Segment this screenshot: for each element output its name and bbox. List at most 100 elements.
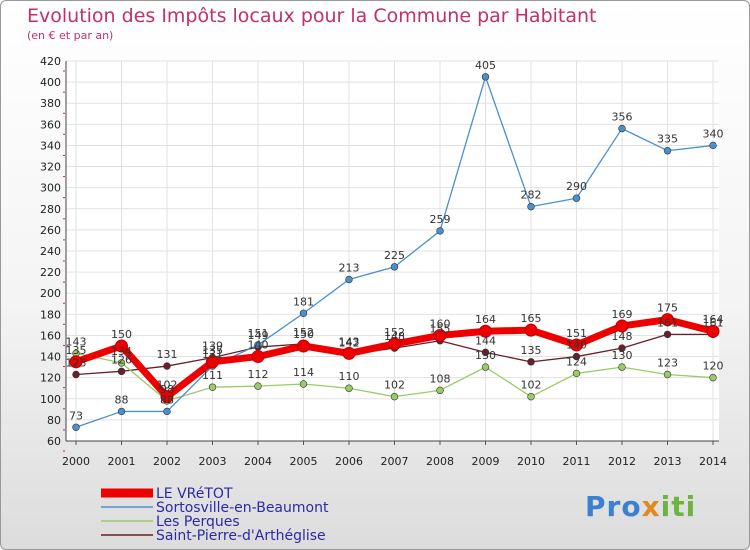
series-le-vr-tot — [69, 313, 720, 404]
y-tick-label: 420 — [40, 55, 61, 68]
data-point — [72, 423, 80, 431]
data-point — [115, 339, 128, 353]
data-label: 131 — [157, 348, 178, 361]
data-label: 102 — [157, 379, 178, 392]
data-point — [663, 330, 672, 339]
x-tick-label: 2000 — [62, 455, 90, 468]
data-point — [390, 263, 399, 271]
data-label: 124 — [566, 355, 587, 368]
y-tick-label: 280 — [40, 203, 61, 216]
x-tick-label: 2005 — [290, 455, 318, 468]
data-point — [618, 363, 626, 371]
series-sortosville-en-beaumont — [72, 73, 717, 431]
data-label: 164 — [475, 313, 496, 326]
x-tick-label: 2010 — [517, 455, 545, 468]
legend-label: LE VRéTOT — [156, 486, 233, 502]
data-label: 151 — [566, 327, 587, 340]
data-point — [527, 392, 535, 401]
data-label: 335 — [657, 133, 678, 146]
y-tick-label: 160 — [40, 329, 61, 342]
data-point — [709, 141, 717, 150]
data-point — [615, 319, 629, 333]
data-point — [436, 386, 444, 395]
x-tick-label: 2007 — [381, 455, 409, 468]
x-tick-label: 2002 — [153, 455, 181, 468]
legend-label: Saint-Pierre-d'Arthéglise — [156, 528, 326, 544]
x-tick-label: 2004 — [244, 455, 272, 468]
data-point — [117, 359, 126, 367]
data-label: 181 — [293, 295, 314, 308]
axes: 60 80 100 120 140 160 180 200 220 240 260 280 300 320… — [40, 55, 727, 468]
data-point — [251, 350, 265, 364]
data-point — [345, 275, 353, 284]
data-label: 282 — [521, 189, 542, 202]
y-tick-label: 360 — [40, 118, 61, 131]
y-tick-label: 260 — [40, 224, 61, 237]
data-label: 112 — [248, 368, 269, 381]
y-tick-label: 340 — [40, 139, 61, 152]
data-point — [297, 339, 310, 353]
data-label: 139 — [202, 340, 223, 353]
data-label: 110 — [339, 370, 360, 383]
y-tick-label: 240 — [40, 245, 61, 258]
data-label: 405 — [475, 59, 496, 72]
data-label: 213 — [339, 262, 360, 275]
data-point — [663, 147, 672, 155]
data-label: 144 — [475, 334, 496, 347]
data-label: 148 — [384, 330, 405, 343]
data-point — [572, 369, 581, 378]
data-label: 114 — [293, 366, 314, 379]
data-label: 130 — [612, 349, 633, 362]
data-point — [618, 344, 626, 352]
logo-part: iti — [660, 490, 697, 523]
data-label: 98 — [160, 383, 174, 396]
data-label: 340 — [703, 127, 724, 140]
y-tick-label: 200 — [40, 287, 61, 300]
data-point — [254, 382, 262, 390]
data-point — [254, 341, 262, 349]
chart-subtitle: (en € et par an) — [27, 29, 114, 42]
data-point — [163, 362, 171, 370]
data-label: 135 — [521, 344, 542, 357]
x-tick-label: 2009 — [472, 455, 500, 468]
data-point — [69, 355, 83, 369]
data-point — [527, 358, 535, 366]
data-point — [661, 313, 674, 327]
legend-label: Les Perques — [156, 514, 240, 530]
data-label: 130 — [475, 349, 496, 362]
series-layer — [69, 73, 720, 431]
data-point — [388, 337, 401, 351]
data-label: 143 — [66, 335, 87, 348]
data-point — [524, 323, 538, 337]
data-label: 135 — [66, 344, 87, 357]
data-label: 148 — [612, 330, 633, 343]
data-label: 108 — [430, 372, 451, 385]
data-point — [433, 328, 447, 342]
data-label: 143 — [339, 335, 360, 348]
data-label: 131 — [202, 348, 223, 361]
data-label: 225 — [384, 249, 405, 262]
y-tick-label: 300 — [40, 182, 61, 195]
data-label: 134 — [111, 345, 132, 358]
data-label: 160 — [430, 317, 451, 330]
data-label: 161 — [703, 316, 724, 329]
x-tick-label: 2006 — [335, 455, 363, 468]
data-label: 290 — [566, 180, 587, 193]
data-point — [208, 383, 217, 391]
data-label: 142 — [339, 336, 360, 349]
data-label: 123 — [66, 357, 87, 370]
y-tick-label: 80 — [47, 414, 61, 427]
data-label: 356 — [612, 111, 633, 124]
legend-label: Sortosville-en-Beaumont — [156, 500, 329, 516]
logo-part: Pro — [585, 490, 642, 523]
proxiti-logo: Proxiti — [585, 490, 696, 523]
data-label: 149 — [248, 329, 269, 342]
data-point — [345, 384, 353, 392]
data-label: 164 — [703, 313, 724, 326]
y-tick-label: 120 — [40, 372, 61, 385]
x-tick-label: 2013 — [654, 455, 682, 468]
y-tick-label: 180 — [40, 308, 61, 321]
